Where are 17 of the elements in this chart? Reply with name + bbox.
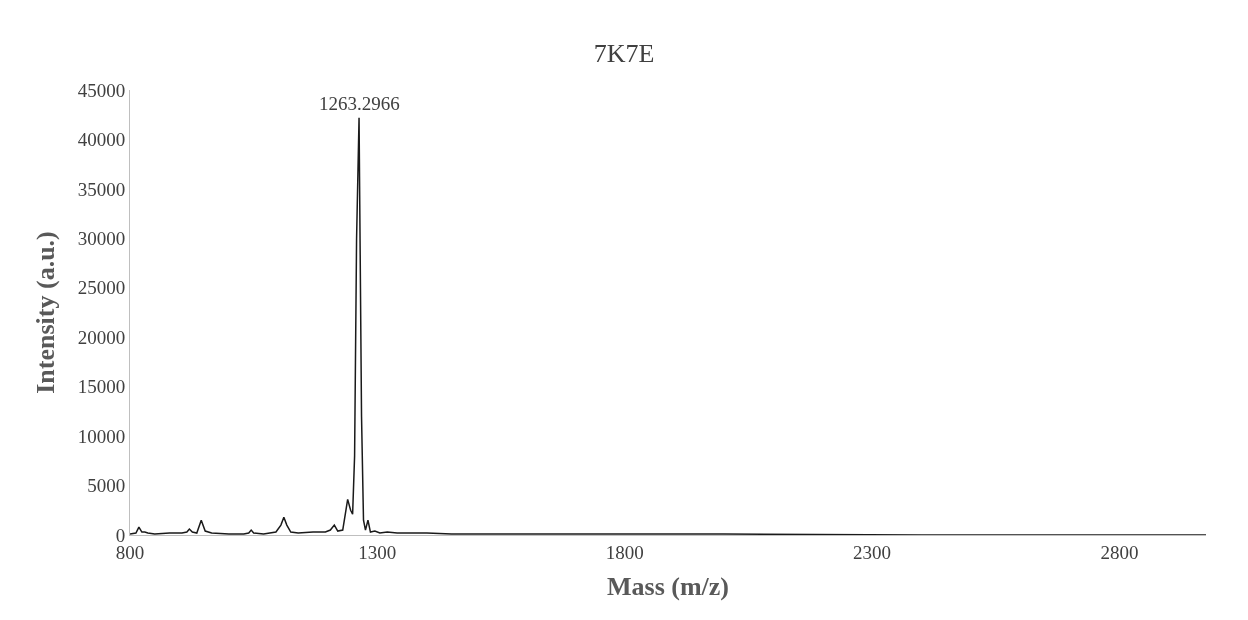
x-tick-label: 1800 [605, 541, 644, 563]
y-tick-label: 30000 [77, 227, 126, 249]
y-tick-label: 10000 [77, 425, 126, 447]
y-tick-label: 40000 [77, 129, 126, 151]
annotation: 1263.2966 [319, 93, 400, 114]
x-tick-label: 2800 [1100, 541, 1139, 563]
y-tick-label: 35000 [77, 178, 126, 200]
y-tick-label: 45000 [77, 79, 126, 101]
y-axis-title: Intensity (a.u.) [31, 231, 61, 394]
y-tick-label: 15000 [77, 376, 126, 398]
x-axis-title: Mass (m/z) [606, 572, 730, 602]
x-tick-label: 1300 [358, 541, 397, 563]
y-tick-label: 25000 [77, 277, 126, 299]
chart-title: 7K7E [593, 38, 655, 68]
x-tick-label: 2300 [853, 541, 892, 563]
y-tick-label: 20000 [77, 326, 126, 348]
y-tick-label: 5000 [87, 475, 126, 497]
